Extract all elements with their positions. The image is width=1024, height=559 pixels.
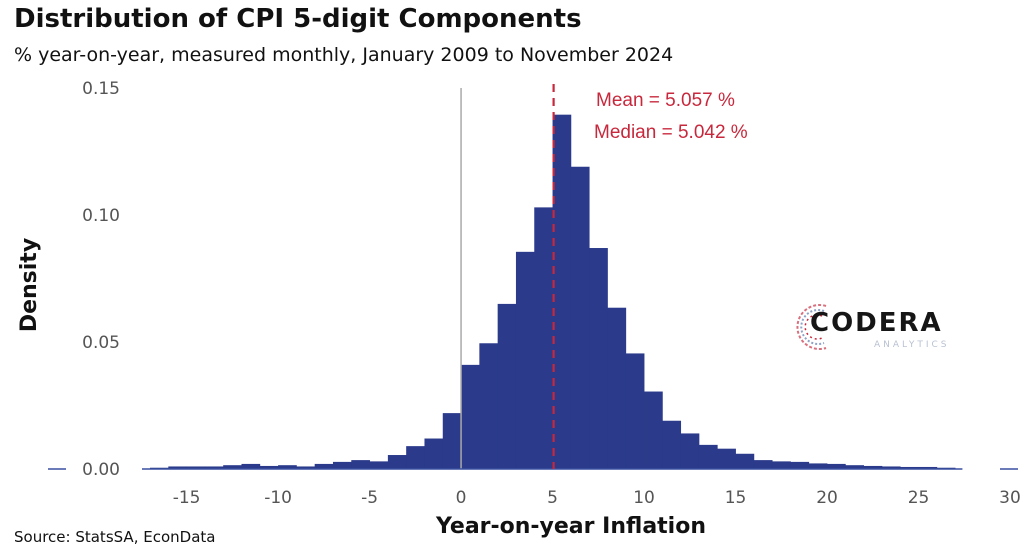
histogram-bar [900,466,919,469]
histogram-bar [662,420,682,469]
histogram-bar [790,461,810,469]
histogram-bar [369,461,389,469]
histogram-bar [570,166,590,470]
histogram-bar [717,448,736,469]
histogram-bar [735,453,755,469]
histogram-bar [278,465,297,469]
x-tick-label: 0 [456,488,467,508]
x-tick-label: -5 [361,488,378,508]
logo-wordmark: CODERA [810,308,943,338]
histogram-bar [168,466,187,469]
y-tick-label: 0.10 [82,206,120,226]
histogram-bar [772,461,791,469]
source-note: Source: StatsSA, EconData [14,528,216,546]
median-annotation: Median = 5.042 % [594,122,748,143]
histogram-bar [845,465,865,469]
histogram-bar [186,466,206,469]
y-tick-label: 0.15 [82,79,120,99]
histogram-bar [461,364,480,469]
histogram-bar [827,463,846,469]
chart-title: Distribution of CPI 5-digit Components [14,4,582,34]
x-tick-label: 25 [908,488,930,508]
x-axis-label: Year-on-year Inflation [435,514,706,539]
codera-logo: CODERA ANALYTICS [796,298,966,356]
histogram-bar [644,391,663,469]
x-axis-ticks: -15 -10 -5 0 5 10 15 20 25 30 [173,488,1021,508]
histogram-bar [204,466,224,469]
histogram-bar [607,307,627,469]
logo-tagline: ANALYTICS [874,340,950,350]
histogram-bar [479,343,499,469]
histogram-bar [552,114,572,470]
x-tick-label: 15 [725,488,747,508]
histogram-bar [753,460,773,469]
histogram-bar [515,251,535,469]
y-axis-ticks: 0.00 0.05 0.10 0.15 [82,79,120,480]
histogram-bar [680,433,700,469]
chart-subtitle: % year-on-year, measured monthly, Januar… [14,44,674,66]
histogram-bar [296,466,316,469]
codera-logo-icon [796,304,827,350]
histogram-bar [625,353,645,469]
histogram-bar [406,446,425,469]
histogram-bar [881,466,901,469]
histogram-bar [332,461,352,469]
histogram-bar [424,438,444,469]
histogram-bar [387,455,407,469]
y-axis-label: Density [17,238,42,332]
histogram-bar [314,463,334,469]
histogram-bar [808,463,828,469]
x-tick-label: 5 [547,488,558,508]
histogram-bar [241,463,261,469]
histogram-bars [150,114,956,470]
y-tick-label: 0.05 [82,333,120,353]
x-tick-label: 10 [633,488,655,508]
histogram-bar [497,303,517,469]
mean-annotation: Mean = 5.057 % [596,90,735,111]
histogram-bar [863,465,883,469]
y-tick-label: 0.00 [82,460,120,480]
histogram-bar [351,460,370,469]
histogram-bar [223,465,242,469]
x-tick-label: 20 [816,488,838,508]
histogram-bar [259,465,279,469]
x-tick-label: -10 [264,488,292,508]
x-tick-label: -15 [173,488,201,508]
histogram-bar [534,207,553,469]
histogram-bar [698,444,718,469]
histogram-bar [589,248,608,469]
histogram-bar [442,413,462,469]
histogram-bar [918,466,938,469]
x-tick-label: 30 [999,488,1021,508]
